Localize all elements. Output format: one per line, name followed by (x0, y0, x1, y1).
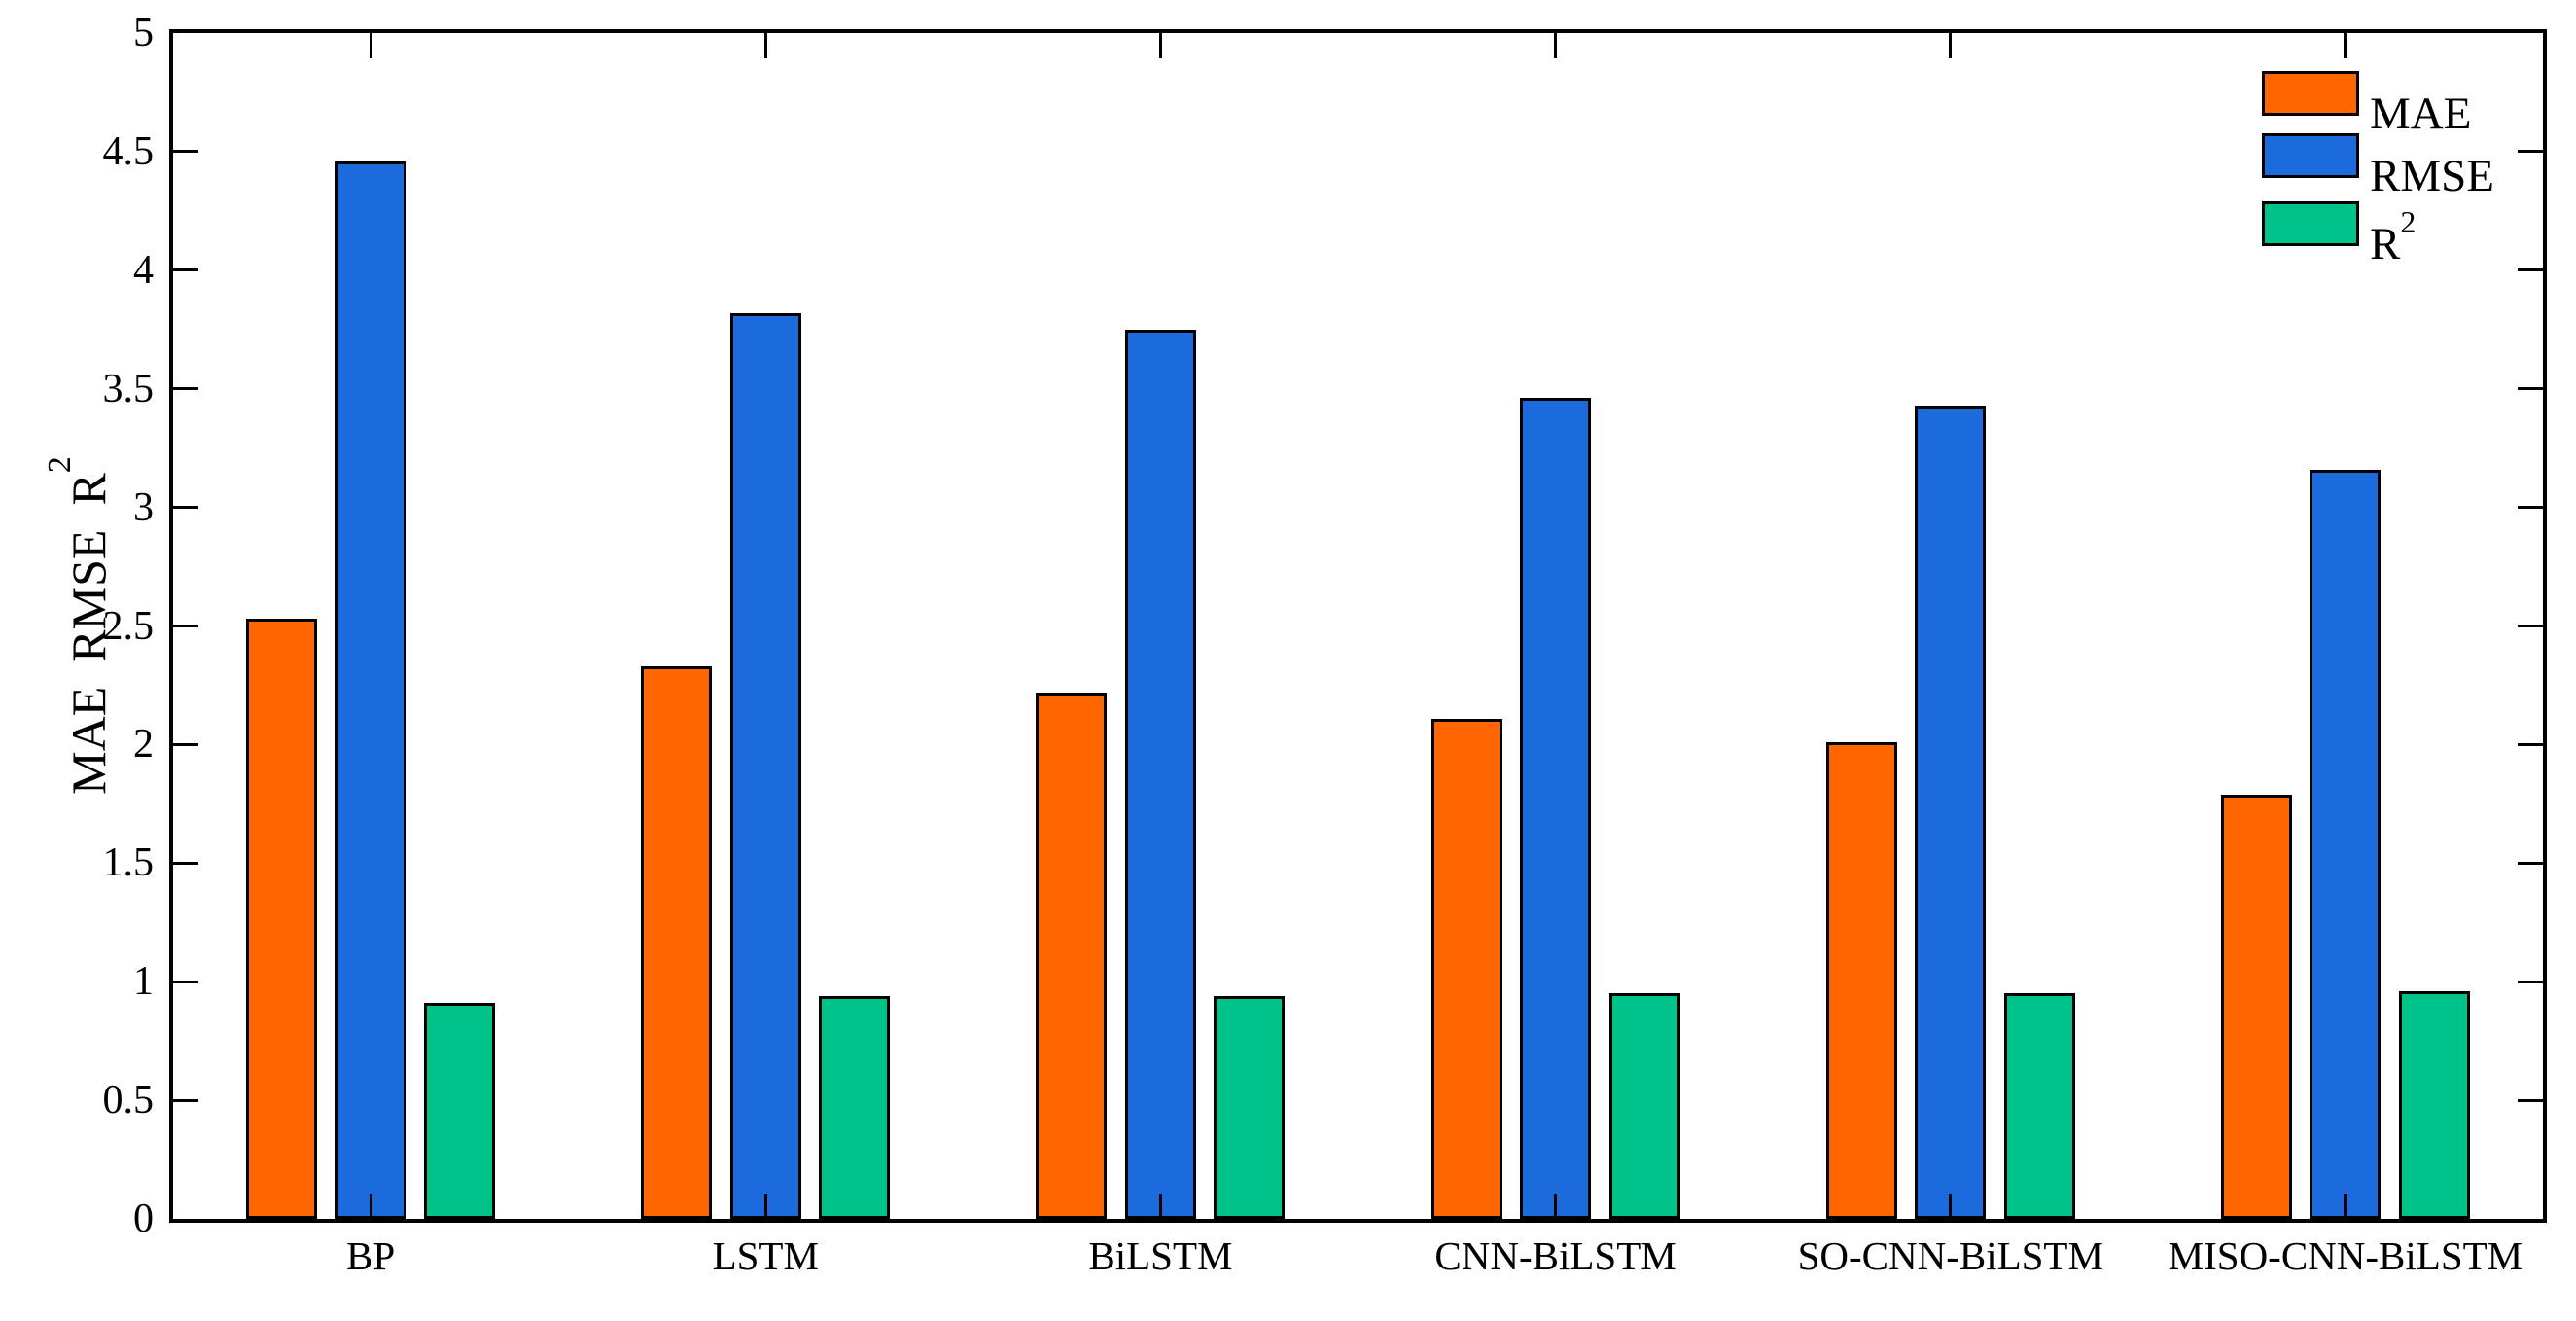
bar-r-2 (1214, 996, 1286, 1219)
x-tick (1554, 1194, 1558, 1219)
bar-mae-3 (1430, 719, 1502, 1219)
bar-mae-1 (641, 666, 713, 1219)
y-tick-label: 3 (133, 484, 154, 530)
bar-rmse-5 (2310, 470, 2382, 1219)
x-tick (369, 1194, 372, 1219)
y-tick (173, 1098, 198, 1102)
y-tick (173, 625, 198, 627)
y-tick (2518, 387, 2543, 391)
legend-label-rmse: RMSE (2370, 125, 2494, 205)
y-tick-label: 4.5 (102, 128, 155, 174)
y-tick (173, 980, 198, 983)
y-tick (2518, 742, 2543, 746)
y-tick-label: 2 (133, 722, 154, 768)
x-tick (763, 33, 767, 58)
bar-rmse-1 (729, 313, 801, 1219)
y-tick (2518, 625, 2543, 627)
plot-frame (169, 29, 2547, 1223)
bar-rmse-0 (335, 161, 406, 1219)
y-axis-label-text: MAE RMSE R (61, 473, 116, 795)
y-tick-label: 2.5 (102, 603, 155, 649)
x-category-label: SO-CNN-BiLSTM (1797, 1233, 2103, 1278)
x-tick (1158, 33, 1162, 58)
legend-label-text: MAE (2370, 89, 2472, 139)
x-tick (763, 1194, 767, 1219)
legend-swatch-mae (2262, 71, 2359, 116)
bar-r-5 (2398, 991, 2470, 1219)
x-tick (1949, 33, 1953, 58)
y-tick (173, 742, 198, 746)
bar-r-3 (1608, 993, 1680, 1219)
y-tick-label: 0 (133, 1196, 154, 1241)
y-tick-label: 0.5 (102, 1078, 155, 1124)
y-tick (2518, 150, 2543, 154)
legend-swatch-r (2262, 201, 2359, 246)
y-tick (173, 150, 198, 154)
bar-r-4 (2003, 993, 2075, 1219)
bar-rmse-2 (1124, 330, 1196, 1219)
x-tick (1554, 33, 1558, 58)
legend-label-mae: MAE (2370, 63, 2471, 143)
legend-label-sup: 2 (2400, 205, 2417, 239)
x-category-label: MISO-CNN-BiLSTM (2168, 1233, 2523, 1278)
y-tick (2518, 1098, 2543, 1102)
x-tick (1158, 1194, 1162, 1219)
y-axis-label: MAE RMSE R2 (21, 236, 116, 1015)
y-tick (2518, 506, 2543, 510)
y-tick-label: 1 (133, 959, 154, 1005)
y-tick (2518, 980, 2543, 983)
legend-label-r: R2 (2370, 194, 2416, 273)
y-tick-label: 5 (133, 11, 154, 55)
x-category-label: CNN-BiLSTM (1434, 1233, 1676, 1278)
legend-swatch-rmse (2262, 133, 2359, 178)
x-category-label: BiLSTM (1088, 1233, 1233, 1278)
x-tick (369, 33, 372, 58)
bar-mae-4 (1825, 742, 1897, 1219)
y-tick-label: 4 (133, 247, 154, 293)
bar-rmse-3 (1520, 398, 1592, 1219)
x-category-label: BP (346, 1233, 396, 1278)
y-axis-label-sup: 2 (42, 456, 78, 474)
y-tick (173, 506, 198, 510)
y-tick (2518, 861, 2543, 865)
y-tick-label: 3.5 (102, 366, 155, 411)
y-tick (173, 268, 198, 272)
bar-mae-5 (2220, 795, 2292, 1219)
bar-r-1 (819, 996, 891, 1219)
bar-r-0 (424, 1003, 496, 1219)
bar-mae-2 (1036, 693, 1108, 1219)
y-tick (2518, 268, 2543, 272)
x-category-label: LSTM (712, 1233, 819, 1278)
legend-label-text: RMSE (2370, 151, 2494, 201)
x-tick (2344, 1194, 2347, 1219)
bar-rmse-4 (1915, 406, 1987, 1219)
x-tick (2344, 33, 2347, 58)
y-tick-label: 1.5 (102, 840, 155, 886)
bar-mae-0 (246, 619, 318, 1219)
legend-label-text: R (2370, 219, 2401, 269)
y-tick (173, 861, 198, 865)
x-tick (1949, 1194, 1953, 1219)
y-tick (173, 387, 198, 391)
